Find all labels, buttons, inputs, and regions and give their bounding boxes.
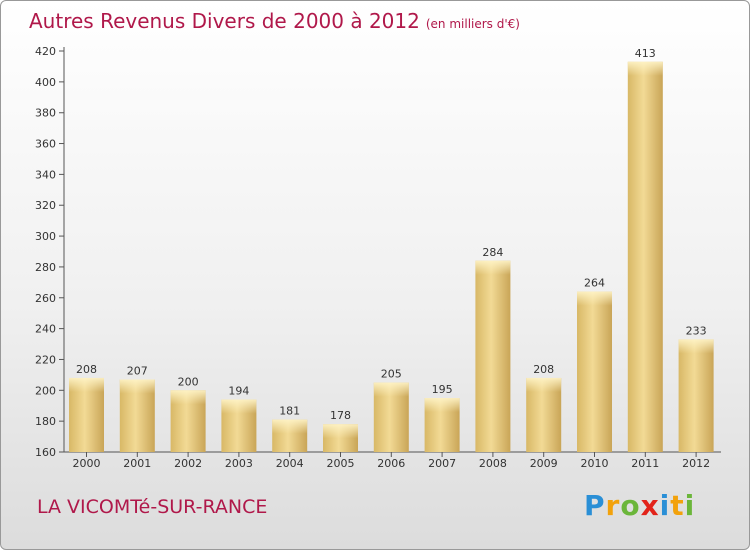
y-tick-label: 380 xyxy=(35,107,56,120)
logo-letter: i xyxy=(684,489,696,522)
bar-highlight xyxy=(323,424,358,439)
logo-letter: i xyxy=(659,489,671,522)
bar-value-label: 181 xyxy=(279,405,300,418)
bar xyxy=(678,339,714,452)
x-tick-label: 2010 xyxy=(581,457,609,470)
bar-value-label: 413 xyxy=(635,47,656,60)
y-tick-label: 180 xyxy=(35,415,56,428)
chart-axes: 160 180 200 220 240 260 280 300 320 340 360 380 400 4… xyxy=(35,45,721,470)
y-tick-label: 420 xyxy=(35,45,56,58)
bar-highlight xyxy=(170,390,206,405)
logo-letter: P xyxy=(584,489,606,522)
y-tick-label: 360 xyxy=(35,138,56,151)
bar-value-label: 194 xyxy=(228,385,249,398)
proxiti-logo: Proxiti xyxy=(584,489,695,522)
bar-value-label: 200 xyxy=(178,375,199,388)
bar-highlight xyxy=(69,377,104,392)
bar-value-label: 284 xyxy=(482,246,503,259)
y-tick-label: 200 xyxy=(35,384,56,397)
logo-letter: t xyxy=(670,489,685,522)
y-tick-label: 280 xyxy=(35,261,56,274)
bar-highlight xyxy=(424,398,460,413)
y-tick-label: 400 xyxy=(35,76,56,89)
bar-value-label: 208 xyxy=(76,363,97,376)
logo-letter: x xyxy=(640,489,660,522)
y-tick-label: 300 xyxy=(35,230,56,243)
x-tick-label: 2003 xyxy=(225,457,253,470)
bar-value-label: 205 xyxy=(381,368,402,381)
bar-highlight xyxy=(475,260,511,275)
commune-name: LA VICOMTé-SUR-RANCE xyxy=(37,496,268,518)
x-tick-label: 2012 xyxy=(682,457,710,470)
bar-highlight xyxy=(272,419,308,434)
bar-highlight xyxy=(577,291,612,306)
bar-highlight xyxy=(627,61,663,76)
x-tick-label: 2007 xyxy=(428,457,456,470)
x-tick-label: 2006 xyxy=(377,457,405,470)
bar-value-label: 208 xyxy=(533,363,554,376)
logo-letter: o xyxy=(620,489,641,522)
x-tick-label: 2005 xyxy=(327,457,355,470)
y-tick-label: 220 xyxy=(35,353,56,366)
bar-value-label: 233 xyxy=(686,324,707,337)
bar-highlight xyxy=(678,339,714,354)
logo-letter: r xyxy=(605,489,621,522)
x-tick-label: 2000 xyxy=(73,457,101,470)
chart-title-text: Autres Revenus Divers de 2000 à 2012 xyxy=(29,9,420,33)
bar-highlight xyxy=(221,399,257,414)
chart-title: Autres Revenus Divers de 2000 à 2012 (en … xyxy=(29,9,520,33)
chart-bars: 208 207 200 194 181 178 205 195 284 208 264 413 233 xyxy=(69,47,714,453)
y-tick-label: 240 xyxy=(35,323,56,336)
x-tick-label: 2009 xyxy=(530,457,558,470)
bar-value-label: 207 xyxy=(127,365,148,378)
y-tick-label: 260 xyxy=(35,292,56,305)
x-tick-label: 2001 xyxy=(123,457,151,470)
bar-value-label: 195 xyxy=(432,383,453,396)
bar-highlight xyxy=(526,377,562,392)
bar-highlight xyxy=(119,379,155,394)
x-tick-label: 2011 xyxy=(631,457,659,470)
y-tick-label: 320 xyxy=(35,199,56,212)
x-tick-label: 2008 xyxy=(479,457,507,470)
x-tick-label: 2002 xyxy=(174,457,202,470)
bar-highlight xyxy=(373,382,409,397)
bar xyxy=(475,260,511,452)
y-tick-label: 160 xyxy=(35,446,56,459)
x-tick-label: 2004 xyxy=(276,457,304,470)
bar xyxy=(577,291,612,452)
bar-value-label: 264 xyxy=(584,277,605,290)
y-tick-label: 340 xyxy=(35,168,56,181)
bar xyxy=(627,61,663,453)
chart-subtitle: (en milliers d'€) xyxy=(425,17,520,31)
bar-value-label: 178 xyxy=(330,409,351,422)
